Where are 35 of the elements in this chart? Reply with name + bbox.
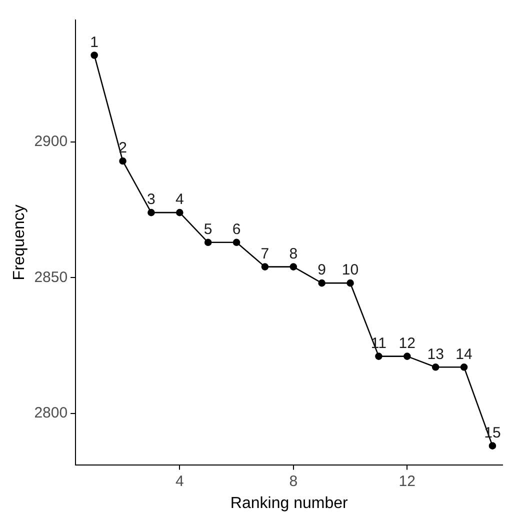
point: [204, 238, 212, 246]
x-tick-label: 4: [175, 472, 184, 490]
point: [232, 238, 240, 246]
annotation: 6: [232, 221, 241, 238]
annotation: 1: [90, 34, 99, 51]
annotation: 10: [342, 262, 359, 279]
x-tick-label: 12: [398, 472, 416, 490]
y-tick-label: 2900: [34, 133, 68, 150]
point: [346, 279, 354, 287]
annotation: 5: [204, 221, 212, 238]
point: [404, 352, 411, 360]
annotation: 12: [398, 334, 416, 352]
point: [318, 279, 326, 287]
annotation: 4: [175, 191, 184, 208]
y-tick-label: 2850: [34, 268, 68, 286]
point: [432, 364, 440, 371]
annotation: 13: [427, 346, 444, 363]
annotation: 7: [260, 245, 270, 262]
y-tick-label: 2800: [34, 404, 68, 422]
annotation: 14: [456, 346, 472, 363]
annotation: 8: [289, 245, 298, 262]
point: [148, 208, 155, 216]
point: [90, 52, 98, 59]
x-tick-label: 8: [289, 472, 298, 490]
y-axis-title: Frequency: [11, 204, 28, 280]
point: [375, 352, 382, 360]
point: [460, 364, 468, 371]
point: [488, 442, 496, 450]
point: [261, 263, 269, 270]
point: [290, 263, 298, 270]
annotation: 3: [147, 191, 156, 208]
point: [176, 208, 184, 216]
x-axis-title: Ranking number: [230, 494, 348, 512]
point: [119, 157, 126, 165]
annotation: 9: [318, 262, 326, 279]
